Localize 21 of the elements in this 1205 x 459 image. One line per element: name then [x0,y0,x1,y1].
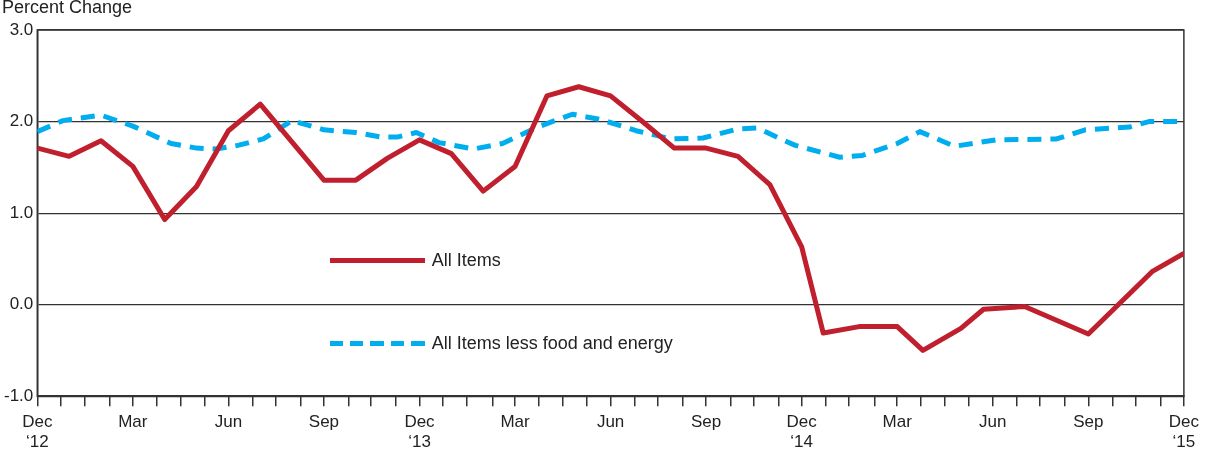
x-tick-label: Sep [1073,412,1104,432]
x-tick-label: Sep [691,412,722,432]
x-tick-label: Dec ‘13 [404,412,436,452]
x-tick-label: Sep [308,412,340,432]
y-tick-label: 0.0 [9,294,34,314]
x-tick-label: Mar [500,412,531,432]
x-tick-label: Jun [596,412,625,432]
x-tick-label: Dec ‘15 [1168,412,1200,452]
x-tick-label: Jun [214,412,243,432]
legend-label: All Items [431,250,501,272]
x-tick-label: Mar [882,412,913,432]
y-tick-label: 2.0 [9,111,34,131]
x-tick-label: Dec ‘12 [22,412,53,452]
y-tick-label: 1.0 [9,202,34,222]
x-tick-label: Jun [979,412,1007,432]
x-tick-label: Mar [118,412,148,432]
legend-label: All Items less food and energy [431,332,673,354]
x-tick-label: Dec ‘14 [786,412,818,452]
y-tick-label: -1.0 [4,385,34,405]
y-axis-title: Percent Change [2,0,133,17]
y-tick-label: 3.0 [9,19,34,39]
